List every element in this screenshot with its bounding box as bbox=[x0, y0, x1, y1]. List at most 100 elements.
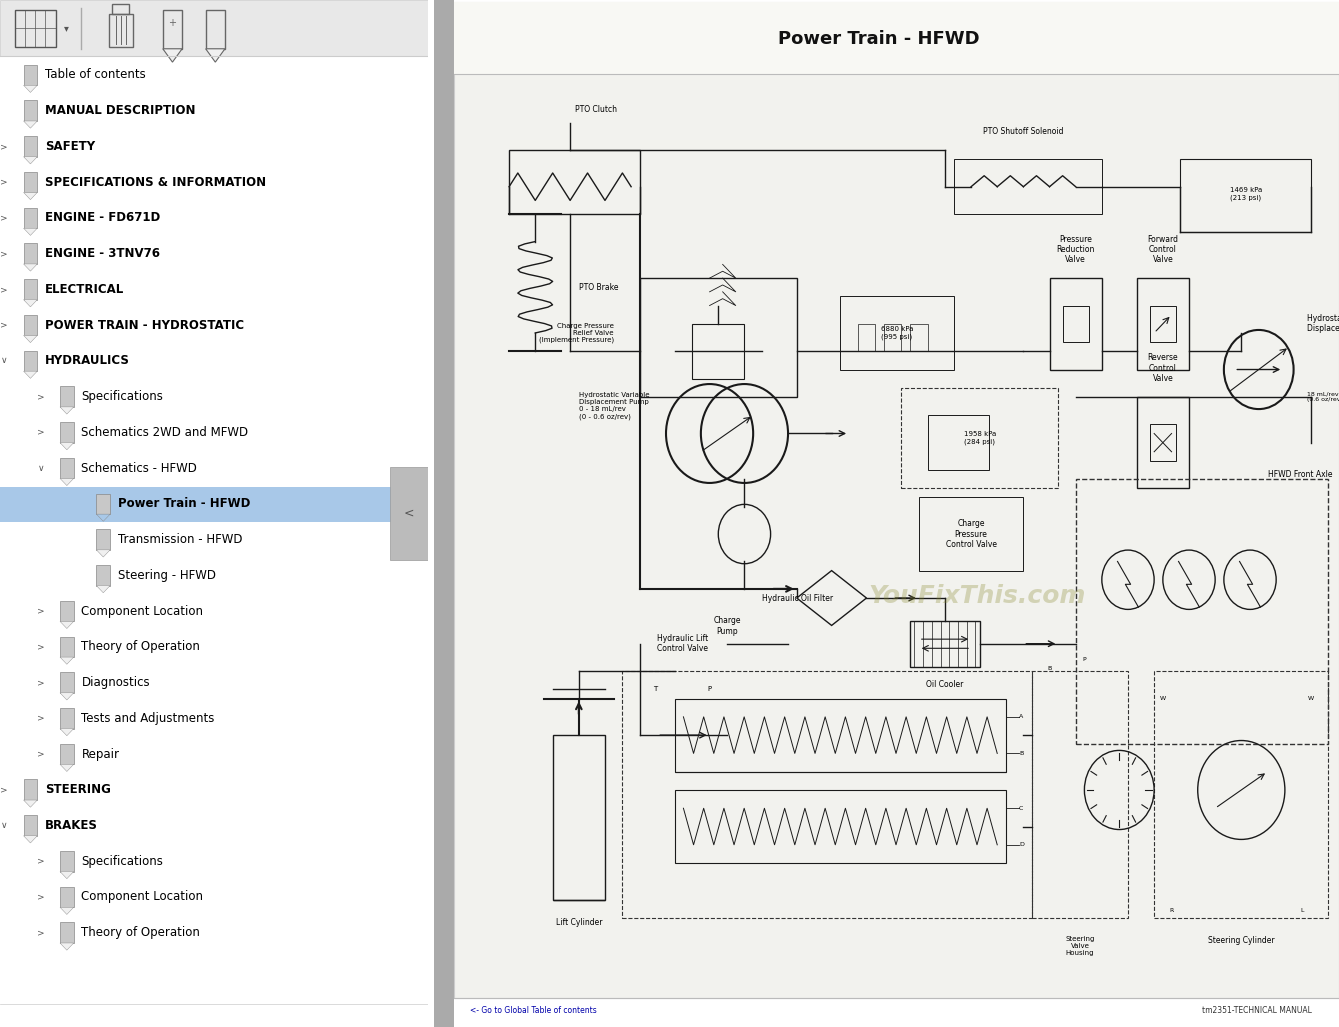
Bar bbox=[110, 13, 133, 46]
Text: tm2351-TECHNICAL MANUAL: tm2351-TECHNICAL MANUAL bbox=[1202, 1006, 1312, 1015]
Bar bbox=[0, 487, 428, 523]
Text: 6880 kPa
(995 psi): 6880 kPa (995 psi) bbox=[881, 327, 913, 340]
Bar bbox=[911, 324, 928, 351]
Bar bbox=[884, 324, 901, 351]
Polygon shape bbox=[60, 443, 74, 450]
Text: B: B bbox=[1019, 751, 1023, 756]
Bar bbox=[60, 386, 74, 407]
Text: >: > bbox=[0, 786, 8, 794]
Polygon shape bbox=[60, 621, 74, 629]
Text: Power Train - HFWD: Power Train - HFWD bbox=[118, 497, 250, 510]
Bar bbox=[24, 65, 37, 85]
Polygon shape bbox=[24, 192, 37, 199]
Text: HFWD Front Axle: HFWD Front Axle bbox=[1268, 470, 1332, 480]
Bar bbox=[96, 494, 110, 515]
Text: A: A bbox=[1019, 715, 1023, 719]
Polygon shape bbox=[24, 228, 37, 235]
Text: Reverse
Control
Valve: Reverse Control Valve bbox=[1148, 353, 1178, 383]
Text: Steering - HFWD: Steering - HFWD bbox=[118, 569, 216, 582]
Text: ∨: ∨ bbox=[1, 821, 8, 830]
Text: BRAKES: BRAKES bbox=[46, 819, 98, 832]
Text: >: > bbox=[37, 642, 44, 651]
Text: PTO Brake: PTO Brake bbox=[578, 282, 619, 292]
Bar bbox=[434, 0, 454, 1027]
Text: STEERING: STEERING bbox=[46, 784, 111, 796]
Text: Specifications: Specifications bbox=[82, 854, 163, 868]
Text: ∨: ∨ bbox=[1, 356, 8, 366]
Text: Lift Cylinder: Lift Cylinder bbox=[556, 918, 603, 927]
Bar bbox=[60, 673, 74, 693]
Bar bbox=[1063, 305, 1089, 342]
Bar bbox=[24, 779, 37, 800]
Text: +: + bbox=[169, 18, 177, 28]
Text: Steering Cylinder: Steering Cylinder bbox=[1208, 937, 1275, 945]
Polygon shape bbox=[96, 585, 110, 593]
Text: ELECTRICAL: ELECTRICAL bbox=[46, 282, 125, 296]
Bar bbox=[675, 790, 1006, 863]
Text: ENGINE - 3TNV76: ENGINE - 3TNV76 bbox=[46, 248, 159, 260]
Bar bbox=[60, 851, 74, 872]
Text: >: > bbox=[37, 392, 44, 402]
Text: Component Location: Component Location bbox=[82, 605, 204, 617]
Text: Charge
Pump: Charge Pump bbox=[714, 616, 740, 636]
Text: >: > bbox=[37, 928, 44, 938]
Bar bbox=[24, 172, 37, 192]
Bar bbox=[454, 2, 1339, 74]
Bar bbox=[858, 324, 876, 351]
Text: B: B bbox=[1047, 667, 1051, 672]
Bar bbox=[928, 415, 988, 470]
Bar bbox=[1150, 305, 1176, 342]
Polygon shape bbox=[60, 479, 74, 486]
Text: R: R bbox=[1169, 908, 1174, 913]
Text: Repair: Repair bbox=[82, 748, 119, 761]
Text: Pressure
Reduction
Valve: Pressure Reduction Valve bbox=[1056, 234, 1095, 264]
Bar bbox=[692, 324, 744, 379]
Polygon shape bbox=[60, 872, 74, 879]
Text: >: > bbox=[0, 178, 8, 187]
Bar bbox=[24, 207, 37, 228]
Polygon shape bbox=[24, 264, 37, 271]
Bar bbox=[24, 315, 37, 336]
Text: P: P bbox=[1083, 657, 1086, 662]
Polygon shape bbox=[60, 764, 74, 771]
Bar bbox=[60, 458, 74, 479]
Text: Charge
Pressure
Control Valve: Charge Pressure Control Valve bbox=[945, 519, 996, 549]
Text: >: > bbox=[37, 892, 44, 902]
Polygon shape bbox=[24, 157, 37, 164]
Bar bbox=[60, 922, 74, 943]
Text: W: W bbox=[1308, 696, 1314, 701]
Bar bbox=[96, 529, 110, 549]
Text: >: > bbox=[0, 214, 8, 223]
Bar bbox=[553, 735, 605, 900]
Text: Schematics - HFWD: Schematics - HFWD bbox=[82, 461, 197, 474]
Text: Theory of Operation: Theory of Operation bbox=[82, 926, 201, 940]
Polygon shape bbox=[60, 943, 74, 950]
Text: C: C bbox=[1019, 806, 1023, 810]
Bar bbox=[675, 698, 1006, 771]
Bar bbox=[24, 243, 37, 264]
Text: Hydraulic Oil Filter: Hydraulic Oil Filter bbox=[762, 594, 833, 603]
Text: Hydraulic Lift
Control Valve: Hydraulic Lift Control Valve bbox=[657, 634, 708, 653]
Text: Table of contents: Table of contents bbox=[46, 69, 146, 81]
Polygon shape bbox=[24, 121, 37, 128]
Text: Component Location: Component Location bbox=[82, 890, 204, 904]
Polygon shape bbox=[96, 515, 110, 522]
Text: Power Train - HFWD: Power Train - HFWD bbox=[778, 30, 979, 48]
Text: >: > bbox=[0, 250, 8, 258]
Bar bbox=[112, 3, 130, 13]
Polygon shape bbox=[60, 907, 74, 914]
Bar bbox=[1150, 424, 1176, 461]
Text: ENGINE - FD671D: ENGINE - FD671D bbox=[46, 212, 161, 225]
Polygon shape bbox=[24, 336, 37, 343]
Bar bbox=[1032, 672, 1127, 918]
Text: Specifications: Specifications bbox=[82, 390, 163, 404]
Polygon shape bbox=[60, 728, 74, 735]
Polygon shape bbox=[60, 693, 74, 700]
Text: PTO Clutch: PTO Clutch bbox=[576, 105, 617, 114]
Bar bbox=[96, 565, 110, 585]
Bar bbox=[163, 9, 182, 48]
Text: >: > bbox=[0, 284, 8, 294]
Text: >: > bbox=[0, 142, 8, 151]
Bar bbox=[1137, 397, 1189, 488]
Polygon shape bbox=[206, 48, 225, 62]
